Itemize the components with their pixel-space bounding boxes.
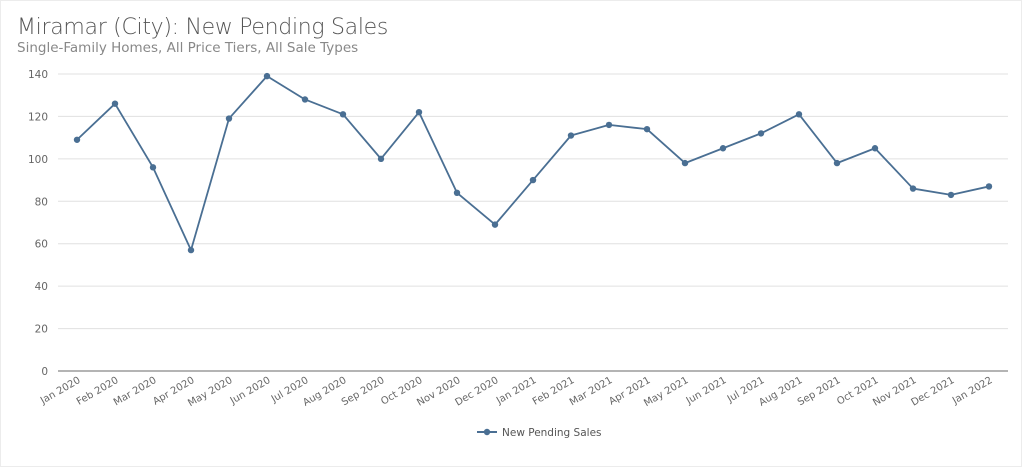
- data-point[interactable]: [567, 132, 575, 139]
- data-point[interactable]: [415, 108, 423, 116]
- chart-subtitle: Single-Family Homes, All Price Tiers, Al…: [17, 40, 359, 56]
- y-tick-label: 40: [35, 281, 48, 293]
- data-point[interactable]: [757, 130, 765, 137]
- data-point[interactable]: [225, 115, 233, 122]
- data-point[interactable]: [681, 159, 689, 167]
- legend[interactable]: New Pending Sales: [477, 427, 602, 439]
- data-point[interactable]: [529, 176, 537, 184]
- series-new-pending-sales: [73, 72, 993, 254]
- y-tick-label: 80: [35, 196, 48, 208]
- data-point[interactable]: [301, 96, 309, 103]
- x-tick-label: Dec 2020: [453, 375, 500, 409]
- data-point[interactable]: [605, 121, 613, 129]
- series-line: [76, 75, 990, 251]
- data-point[interactable]: [643, 125, 651, 133]
- data-point[interactable]: [491, 221, 499, 228]
- x-tick-label: Sep 2021: [796, 375, 843, 408]
- data-point[interactable]: [339, 111, 347, 118]
- data-point[interactable]: [833, 159, 841, 167]
- x-tick-label: Sep 2020: [340, 375, 387, 408]
- x-tick-label: Aug 2021: [757, 375, 804, 409]
- x-tick-label: Dec 2021: [909, 375, 956, 409]
- data-point[interactable]: [377, 155, 385, 163]
- x-tick-label: Aug 2020: [301, 375, 348, 409]
- legend-label: New Pending Sales: [502, 427, 602, 439]
- gridlines: [58, 73, 1008, 372]
- y-tick-label: 0: [41, 366, 48, 378]
- data-point[interactable]: [909, 185, 917, 192]
- y-tick-label: 60: [35, 239, 48, 251]
- data-point[interactable]: [719, 145, 727, 152]
- y-tick-label: 100: [28, 154, 48, 166]
- y-axis: 0 20 40 60 80 100 120 140: [28, 69, 48, 378]
- data-point[interactable]: [795, 111, 803, 118]
- y-tick-label: 120: [28, 111, 48, 123]
- data-point[interactable]: [453, 189, 461, 196]
- data-point[interactable]: [149, 164, 157, 171]
- data-point[interactable]: [263, 72, 271, 80]
- x-tick-label: Jun 2020: [228, 375, 273, 407]
- x-tick-label: Mar 2021: [568, 375, 615, 408]
- chart-title: Miramar (City): New Pending Sales: [17, 15, 389, 40]
- data-point[interactable]: [947, 191, 955, 199]
- x-tick-label: Jan 2020: [38, 375, 83, 407]
- data-point[interactable]: [985, 183, 993, 190]
- data-point[interactable]: [187, 246, 195, 254]
- y-tick-label: 20: [35, 324, 48, 336]
- data-point[interactable]: [871, 145, 879, 152]
- y-tick-label: 140: [28, 69, 48, 81]
- x-tick-label: Jan 2022: [950, 375, 995, 407]
- x-tick-label: Mar 2020: [112, 375, 159, 408]
- x-tick-label: Jun 2021: [684, 375, 729, 407]
- data-point[interactable]: [111, 100, 119, 107]
- x-tick-label: Jan 2021: [494, 375, 539, 407]
- data-point[interactable]: [73, 136, 81, 143]
- legend-marker-icon: [483, 428, 491, 436]
